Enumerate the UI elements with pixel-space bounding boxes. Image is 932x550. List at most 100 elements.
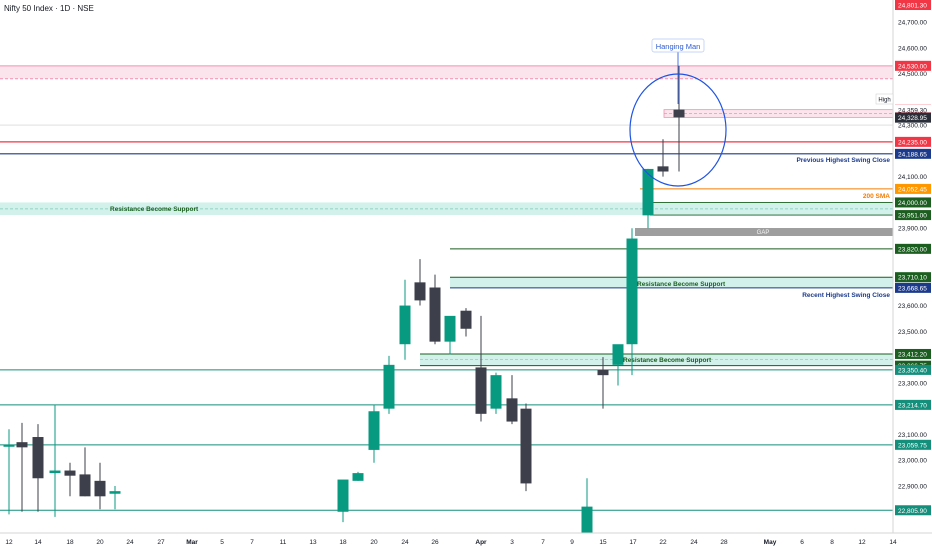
sma-label: 200 SMA [863, 193, 890, 200]
candle [79, 447, 91, 497]
price-label: 23,668.65 [895, 282, 931, 293]
price-label: 23,059.75 [895, 439, 931, 450]
supply-zone-top [0, 65, 893, 79]
x-tick-label: 26 [431, 539, 439, 546]
gap-label: GAP [757, 230, 770, 236]
x-tick-label: 28 [720, 539, 728, 546]
previous-swing-label: Previous Highest Swing Close [796, 157, 890, 164]
price-label-text: 24,359.30 [898, 107, 927, 114]
candle-body [94, 480, 106, 497]
price-label: 24,801.30 [895, 0, 931, 10]
x-tick-label: 14 [889, 539, 897, 546]
y-tick-label: 23,600.00 [898, 303, 927, 310]
price-label-text: 24,000.00 [898, 200, 927, 207]
candle [612, 344, 624, 386]
support-label-2: Resistance Become Support [637, 281, 726, 288]
price-label-text: 22,805.90 [898, 508, 927, 515]
x-tick-label: 7 [541, 539, 545, 546]
x-tick-label: 13 [309, 539, 317, 546]
candle [460, 308, 472, 337]
price-label-text: 23,059.75 [898, 442, 927, 449]
price-label: 24,235.00 [895, 136, 931, 147]
price-label: 23,820.00 [895, 243, 931, 254]
x-tick-label: 12 [5, 539, 13, 546]
price-label-text: 24,235.00 [898, 139, 927, 146]
price-label: 24,328.95 [895, 112, 931, 123]
candle-body [673, 109, 685, 118]
hanging-man-label: Hanging Man [656, 42, 701, 51]
price-label-text: 23,214.70 [898, 402, 927, 409]
candle [16, 422, 28, 512]
candle [49, 404, 61, 517]
hanging-man-label-box [651, 38, 705, 53]
candle [383, 355, 395, 414]
high-tag-box [875, 93, 894, 105]
x-tick-label: 17 [629, 539, 637, 546]
candle-body [383, 364, 395, 409]
price-label-text: 23,951.00 [898, 213, 927, 220]
price-label-box [895, 0, 931, 10]
price-label-box [895, 136, 931, 147]
x-tick-label: 18 [339, 539, 347, 546]
candle-body [352, 473, 364, 481]
candle [337, 479, 349, 523]
candle-body [3, 444, 15, 447]
price-label-box [895, 399, 931, 410]
price-label-text: 24,188.65 [898, 151, 927, 158]
hanging-man-zone [663, 109, 894, 118]
candle-body [79, 474, 91, 497]
price-label-text: 24,530.00 [898, 63, 927, 70]
price-label-text: 23,710.10 [898, 275, 927, 282]
y-tick-label: 23,900.00 [898, 226, 927, 233]
candle-body [581, 506, 593, 538]
candle [657, 139, 669, 177]
candle [94, 462, 106, 510]
x-tick-label: 24 [690, 539, 698, 546]
candle-body [490, 375, 502, 409]
x-tick-label: 22 [659, 539, 667, 546]
x-tick-label: 18 [66, 539, 74, 546]
price-label-text: 24,801.30 [898, 3, 927, 10]
y-tick-label: 24,700.00 [898, 20, 927, 27]
y-tick-label: 24,100.00 [898, 174, 927, 181]
price-label-text: 23,668.65 [898, 285, 927, 292]
price-label-box [895, 183, 931, 194]
price-label-text: 23,350.40 [898, 367, 927, 374]
x-tick-label: Mar [186, 539, 198, 546]
price-label: 24,530.00 [895, 60, 931, 71]
price-label: 24,000.00 [895, 197, 931, 208]
y-tick-label: 24,300.00 [898, 123, 927, 130]
candle-body [429, 287, 441, 342]
candle-body [64, 470, 76, 476]
price-label-box [895, 272, 931, 283]
price-label-box [895, 243, 931, 254]
candle [109, 486, 121, 510]
y-tick-label: 23,000.00 [898, 458, 927, 465]
x-tick-label: 24 [401, 539, 409, 546]
candle-body [337, 479, 349, 512]
price-label-box [895, 148, 931, 159]
price-label: 23,710.10 [895, 272, 931, 283]
candle-body [597, 370, 609, 376]
candle [414, 259, 426, 306]
y-tick-label: 23,500.00 [898, 329, 927, 336]
price-label-box [895, 60, 931, 71]
candle-body [657, 166, 669, 172]
price-label-box [895, 197, 931, 208]
y-tick-label: 24,600.00 [898, 45, 927, 52]
candle-body [444, 315, 456, 342]
x-tick-label: 14 [34, 539, 42, 546]
support-label-3: Resistance Become Support [623, 357, 712, 364]
candle-body [520, 408, 532, 484]
candle [399, 279, 411, 360]
x-tick-label: 15 [599, 539, 607, 546]
candle-body [399, 305, 411, 345]
x-tick-label: 20 [96, 539, 104, 546]
x-tick-label: 3 [510, 539, 514, 546]
x-tick-label: 9 [570, 539, 574, 546]
candle-body [109, 491, 121, 494]
candle-body [506, 398, 518, 422]
candle-body [475, 367, 487, 414]
